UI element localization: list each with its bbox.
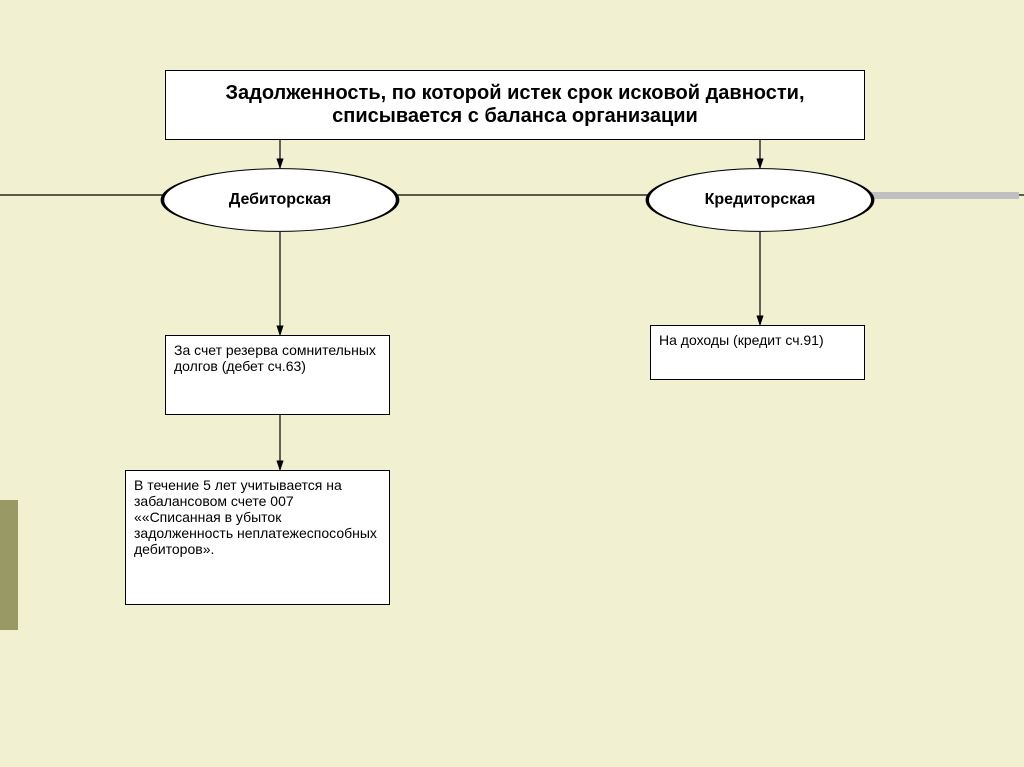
- ellipse-creditor: Кредиторская: [645, 168, 875, 232]
- box-income: На доходы (кредит сч.91): [650, 325, 865, 380]
- ellipse-debitor: Дебиторская: [160, 168, 400, 232]
- box-reserve: За счет резерва сомнительных долгов (деб…: [165, 335, 390, 415]
- title-box: Задолженность, по которой истек срок иск…: [165, 70, 865, 140]
- box-income-text: На доходы (кредит сч.91): [659, 332, 824, 348]
- title-text: Задолженность, по которой истек срок иск…: [186, 82, 844, 128]
- ellipse-debitor-label: Дебиторская: [229, 191, 331, 209]
- slide-canvas: Задолженность, по которой истек срок иск…: [0, 0, 1024, 767]
- box-offbalance: В течение 5 лет учитывается на забалансо…: [125, 470, 390, 605]
- box-reserve-text: За счет резерва сомнительных долгов (деб…: [174, 342, 381, 374]
- left-accent-bar: [0, 500, 18, 630]
- ellipse-creditor-label: Кредиторская: [705, 191, 816, 209]
- shadow-bar: [864, 192, 1019, 199]
- box-offbalance-text: В течение 5 лет учитывается на забалансо…: [134, 477, 381, 557]
